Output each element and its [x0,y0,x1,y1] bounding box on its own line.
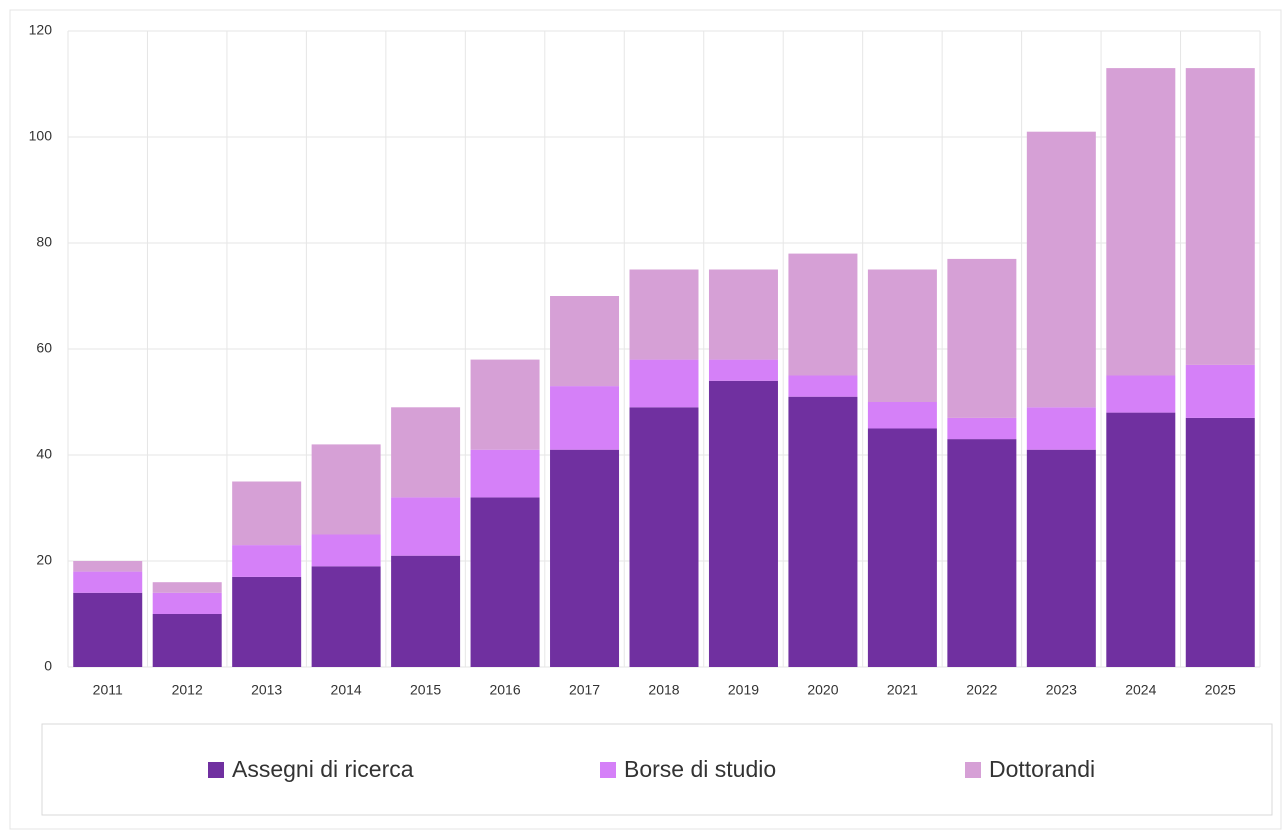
bar-segment [152,614,222,667]
y-tick-label: 120 [29,22,53,38]
bar-segment [550,386,620,450]
y-tick-label: 60 [36,340,52,356]
x-tick-label: 2012 [172,682,203,698]
x-tick-label: 2014 [331,682,362,698]
bar-segment [788,396,858,667]
x-tick-label: 2019 [728,682,759,698]
bar-segment [311,444,381,535]
bar-segment [391,555,461,667]
bar-segment [311,534,381,567]
legend-label: Dottorandi [989,756,1095,782]
y-tick-label: 40 [36,446,52,462]
bar-segment [152,592,222,614]
bar-segment [550,296,620,387]
bar-segment [867,402,937,429]
x-tick-label: 2020 [807,682,838,698]
x-tick-label: 2011 [93,682,123,698]
bar-segment [232,576,302,667]
x-tick-label: 2022 [966,682,997,698]
x-tick-label: 2021 [887,682,918,698]
bar-segment [1185,364,1255,418]
bar-segment [1185,417,1255,667]
bar-segment [73,561,143,572]
bar-segment [1185,68,1255,365]
bar-segment [867,269,937,402]
bar-segment [708,269,778,360]
bar-segment [1106,412,1176,667]
legend-label: Borse di studio [624,756,776,782]
legend-box [41,723,1273,816]
x-tick-label: 2013 [251,682,282,698]
y-tick-label: 100 [29,128,53,144]
bar-segment [470,359,540,450]
bar-segment [391,407,461,498]
bar-segment [311,566,381,667]
x-tick-label: 2018 [648,682,679,698]
legend-swatch [208,762,224,778]
bar-segment [629,359,699,408]
bar-segment [1026,449,1096,667]
legend-swatch [965,762,981,778]
bar-segment [1026,407,1096,450]
bar-segment [73,592,143,667]
bar-segment [947,258,1017,418]
x-tick-label: 2017 [569,682,600,698]
x-tick-label: 2015 [410,682,441,698]
bar-segment [788,253,858,376]
bar-segment [629,269,699,360]
x-tick-label: 2024 [1125,682,1156,698]
bar-segment [232,545,302,577]
legend-label: Assegni di ricerca [232,756,414,782]
bar-segment [629,407,699,667]
bar-segment [1106,375,1176,413]
legend-swatch [600,762,616,778]
bar-segment [1026,131,1096,408]
y-tick-label: 80 [36,234,52,250]
bar-segment [947,417,1017,440]
bar-segment [947,439,1017,667]
bar-segment [152,582,222,593]
y-tick-label: 20 [36,552,52,568]
bar-segment [867,428,937,667]
bar-segment [788,375,858,397]
bar-segment [708,380,778,667]
x-tick-label: 2025 [1205,682,1236,698]
x-tick-label: 2016 [489,682,520,698]
y-tick-label: 0 [44,658,52,674]
bar-segment [73,571,143,593]
bar-segment [470,449,540,498]
bar-segment [232,481,302,546]
bar-segment [391,497,461,556]
x-tick-label: 2023 [1046,682,1077,698]
bar-segment [470,497,540,667]
bar-segment [708,359,778,381]
bar-segment [550,449,620,667]
bar-segment [1106,68,1176,376]
